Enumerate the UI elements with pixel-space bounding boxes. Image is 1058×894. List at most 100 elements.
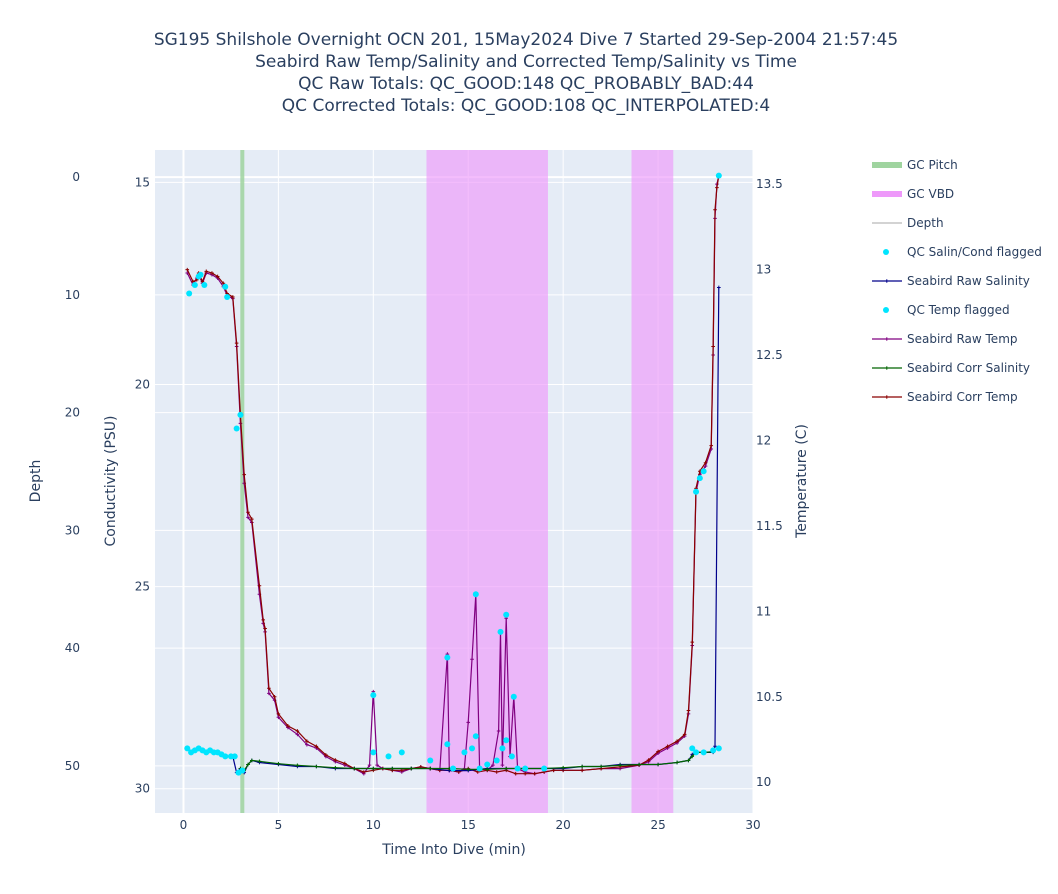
seabird-corr-salinity-point[interactable] [409,766,414,771]
seabird-corr-salinity-point[interactable] [637,762,641,767]
qc-cond-flag-point[interactable] [499,745,506,752]
seabird-corr-temp-point[interactable] [333,758,338,762]
legend-item[interactable]: Seabird Raw Temp [872,332,1018,346]
qc-cond-flag-point[interactable] [508,753,515,760]
seabird-raw-temp-point[interactable] [246,515,250,520]
seabird-corr-temp-point[interactable] [665,744,670,749]
qc-temp-flag-point[interactable] [693,488,700,495]
seabird-corr-temp-point[interactable] [523,771,527,776]
seabird-corr-temp-point[interactable] [494,770,499,774]
seabird-corr-salinity-point[interactable] [314,764,319,769]
qc-temp-flag-point[interactable] [497,628,504,635]
qc-temp-flag-point[interactable] [696,475,703,482]
seabird-raw-temp-point[interactable] [276,715,281,720]
qc-cond-flag-point[interactable] [184,745,191,752]
seabird-corr-temp-point[interactable] [580,768,584,773]
legend-item[interactable]: Depth [872,216,944,230]
seabird-corr-salinity-point[interactable] [580,764,584,769]
qc-cond-flag-point[interactable] [710,747,717,754]
qc-temp-flag-point[interactable] [222,283,229,290]
seabird-corr-salinity-point[interactable] [428,766,433,771]
seabird-corr-salinity-point[interactable] [675,760,679,765]
qc-cond-flag-point[interactable] [222,753,229,760]
qc-temp-flag-point[interactable] [224,293,231,300]
seabird-corr-temp-point[interactable] [242,472,247,477]
seabird-corr-temp-point[interactable] [314,744,319,749]
qc-cond-flag-point[interactable] [385,753,392,760]
seabird-corr-salinity-point[interactable] [690,754,695,759]
qc-temp-flag-point[interactable] [444,654,451,661]
seabird-raw-temp-point[interactable] [295,732,300,737]
seabird-corr-temp-point[interactable] [675,739,679,744]
qc-markers[interactable] [184,172,722,776]
legend-item[interactable]: QC Temp flagged [883,303,1010,317]
seabird-raw-temp-point[interactable] [470,657,474,662]
seabird-corr-salinity-point[interactable] [466,767,471,772]
seabird-corr-temp-point[interactable] [272,695,277,699]
qc-cond-flag-point[interactable] [231,753,238,760]
seabird-corr-salinity-point[interactable] [276,761,281,766]
qc-cond-flag-point[interactable] [514,765,521,772]
qc-cond-flag-point[interactable] [469,745,476,752]
seabird-corr-salinity-point[interactable] [250,758,254,763]
qc-temp-flag-point[interactable] [370,692,377,699]
qc-temp-flag-point[interactable] [197,271,204,278]
seabird-corr-temp-point[interactable] [263,626,267,631]
seabird-corr-salinity-point[interactable] [686,758,691,763]
legend-item[interactable]: QC Salin/Cond flagged [883,245,1042,259]
seabird-corr-temp-point[interactable] [686,708,691,713]
seabird-raw-temp-point[interactable] [267,691,271,696]
seabird-raw-temp-point[interactable] [367,763,372,767]
qc-cond-flag-point[interactable] [476,765,483,772]
seabird-corr-temp-point[interactable] [713,208,717,212]
legend-item[interactable]: Seabird Corr Salinity [872,361,1030,375]
qc-cond-flag-point[interactable] [398,749,405,756]
qc-cond-flag-point[interactable] [461,749,468,756]
seabird-raw-temp-line[interactable] [186,175,720,775]
legend-item[interactable]: Seabird Raw Salinity [872,274,1030,288]
qc-cond-flag-point[interactable] [370,749,377,756]
seabird-raw-temp-point[interactable] [496,729,501,733]
seabird-corr-salinity-point[interactable] [371,766,376,771]
seabird-corr-temp-point[interactable] [215,274,220,279]
seabird-raw-temp-point[interactable] [305,742,309,747]
seabird-corr-temp-point[interactable] [295,729,300,733]
seabird-corr-salinity-point[interactable] [246,762,250,767]
seabird-raw-salinity-point[interactable] [713,744,717,749]
seabird-corr-temp-point[interactable] [690,640,695,644]
qc-cond-flag-point[interactable] [450,765,457,772]
qc-temp-flag-point[interactable] [510,693,517,700]
seabird-corr-temp-point[interactable] [513,771,518,776]
seabird-corr-temp-point[interactable] [234,341,239,345]
seabird-corr-salinity-point[interactable] [599,764,603,769]
seabird-raw-temp-point[interactable] [375,763,379,767]
seabird-corr-temp-point[interactable] [185,267,190,272]
seabird-corr-temp-point[interactable] [210,271,214,275]
seabird-corr-temp-point[interactable] [709,443,714,448]
seabird-corr-salinity-point[interactable] [257,759,262,764]
seabird-corr-temp-point[interactable] [682,732,687,737]
seabird-corr-temp-point[interactable] [204,269,209,274]
qc-cond-flag-point[interactable] [541,765,548,772]
qc-cond-flag-point[interactable] [693,749,700,756]
qc-cond-flag-point[interactable] [484,761,491,768]
legend-item[interactable]: Seabird Corr Temp [872,390,1018,404]
seabird-corr-salinity-point[interactable] [390,766,395,771]
seabird-corr-temp-point[interactable] [276,712,281,716]
qc-temp-flag-point[interactable] [186,290,193,297]
qc-cond-flag-point[interactable] [239,767,246,774]
legend-item[interactable]: GC Pitch [872,158,958,172]
qc-cond-flag-point[interactable] [427,757,434,764]
seabird-corr-temp-point[interactable] [246,510,250,515]
seabird-corr-temp-point[interactable] [250,517,254,521]
seabird-corr-temp-point[interactable] [261,618,266,622]
qc-cond-flag-point[interactable] [493,757,500,764]
qc-temp-flag-point[interactable] [700,468,707,475]
seabird-corr-temp-point[interactable] [362,770,366,774]
qc-cond-flag-point[interactable] [503,737,510,744]
seabird-corr-temp-point[interactable] [231,295,235,299]
qc-temp-flag-point[interactable] [715,172,722,179]
seabird-corr-temp-point[interactable] [711,344,715,349]
qc-temp-flag-point[interactable] [503,611,510,618]
seabird-corr-salinity-point[interactable] [561,765,565,770]
